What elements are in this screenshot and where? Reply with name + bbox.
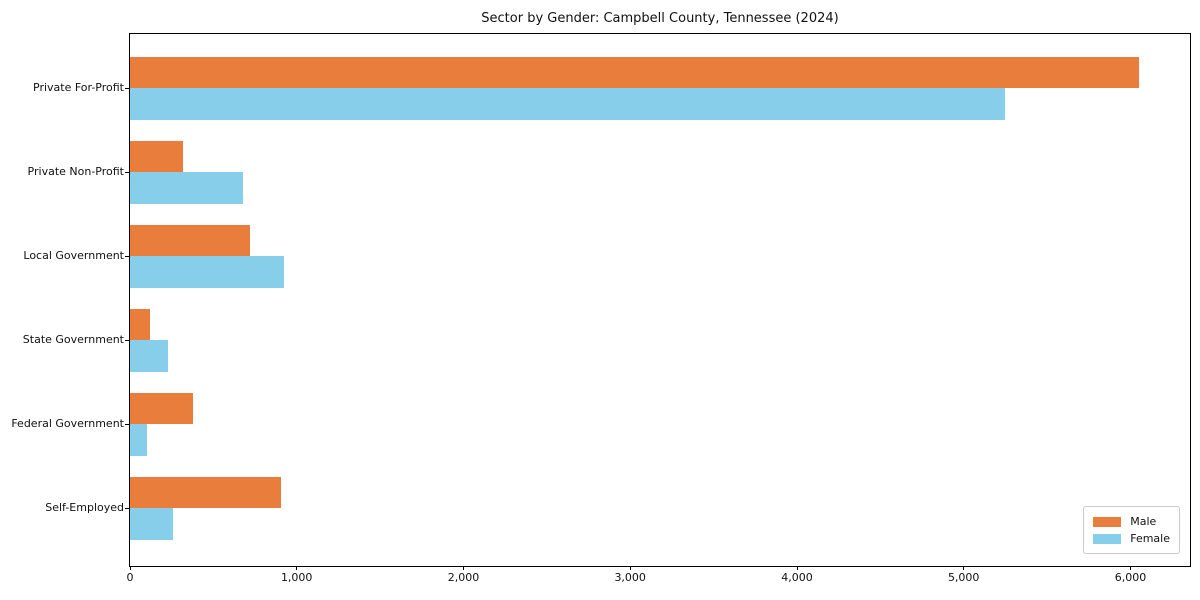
x-tick-mark — [463, 566, 464, 570]
legend-swatch-male — [1093, 516, 1122, 527]
legend-item-male: Male — [1093, 513, 1170, 530]
legend-label-female: Female — [1130, 532, 1170, 545]
x-tick-mark — [963, 566, 965, 570]
legend: Male Female — [1083, 506, 1180, 554]
bar-male-private-non-profit — [130, 140, 183, 172]
bar-female-local-government — [130, 256, 285, 288]
bar-male-private-for-profit — [130, 56, 1139, 88]
bar-male-state-government — [130, 308, 150, 340]
bar-female-self-employed — [130, 508, 174, 540]
x-tick-label-2-000: 2,000 — [447, 571, 480, 584]
x-tick-label-4-000: 4,000 — [781, 571, 813, 584]
bar-male-local-government — [130, 224, 251, 256]
x-tick-label-5-000: 5,000 — [947, 571, 980, 584]
y-tick-mark — [125, 172, 129, 173]
bar-male-self-employed — [130, 476, 281, 508]
x-tick-mark — [129, 566, 131, 570]
y-tick-mark — [125, 424, 129, 425]
legend-swatch-female — [1093, 533, 1122, 544]
chart-title: Sector by Gender: Campbell County, Tenne… — [481, 11, 839, 26]
bar-female-private-non-profit — [130, 172, 243, 204]
plot-area: Male Female — [129, 33, 1191, 567]
y-tick-label-private-for-profit: Private For-Profit — [33, 81, 124, 94]
x-tick-label-6-000: 6,000 — [1114, 571, 1147, 584]
bar-male-federal-government — [130, 392, 193, 424]
bar-female-state-government — [130, 340, 169, 372]
y-tick-mark — [125, 340, 129, 341]
bars-layer — [130, 34, 1190, 566]
y-tick-mark — [125, 88, 129, 89]
x-tick-mark — [796, 566, 798, 570]
legend-label-male: Male — [1130, 515, 1157, 528]
y-tick-label-state-government: State Government — [22, 333, 124, 346]
x-tick-label-3-000: 3,000 — [614, 571, 646, 584]
legend-item-female: Female — [1093, 530, 1170, 547]
x-tick-mark — [629, 566, 631, 570]
y-tick-label-local-government: Local Government — [23, 249, 124, 262]
y-tick-label-self-employed: Self-Employed — [45, 501, 124, 514]
y-tick-mark — [125, 256, 129, 257]
x-tick-label-0: 0 — [126, 571, 134, 584]
y-tick-label-private-non-profit: Private Non-Profit — [27, 165, 124, 178]
x-tick-label-1-000: 1,000 — [280, 571, 313, 584]
y-tick-mark — [125, 508, 129, 509]
y-tick-label-federal-government: Federal Government — [11, 417, 124, 430]
x-tick-mark — [296, 566, 298, 570]
x-tick-mark — [1130, 566, 1131, 570]
bar-female-federal-government — [130, 424, 147, 456]
bar-female-private-for-profit — [130, 88, 1006, 120]
